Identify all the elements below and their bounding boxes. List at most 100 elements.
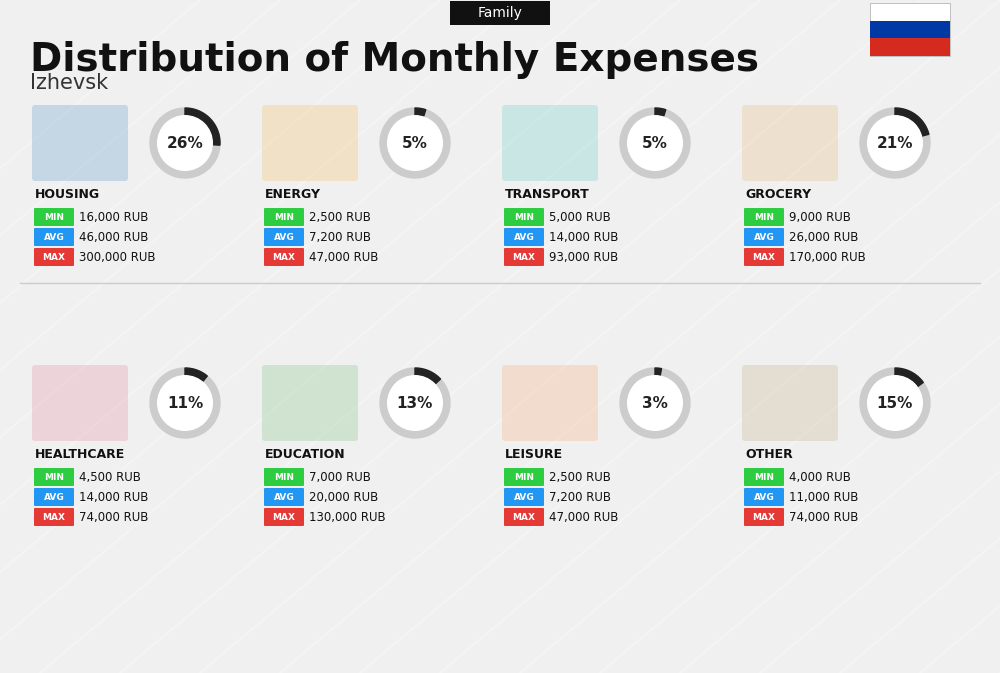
FancyBboxPatch shape — [870, 3, 950, 56]
Polygon shape — [185, 368, 207, 382]
FancyBboxPatch shape — [744, 468, 784, 486]
Polygon shape — [895, 108, 929, 136]
Text: MIN: MIN — [514, 213, 534, 221]
FancyBboxPatch shape — [264, 208, 304, 226]
Text: 4,500 RUB: 4,500 RUB — [79, 470, 141, 483]
Text: 47,000 RUB: 47,000 RUB — [549, 511, 618, 524]
FancyBboxPatch shape — [744, 508, 784, 526]
FancyBboxPatch shape — [502, 365, 598, 441]
Circle shape — [868, 116, 922, 170]
FancyBboxPatch shape — [264, 248, 304, 266]
Text: AVG: AVG — [274, 232, 294, 242]
FancyBboxPatch shape — [34, 228, 74, 246]
FancyBboxPatch shape — [450, 1, 550, 25]
Text: TRANSPORT: TRANSPORT — [505, 188, 590, 201]
FancyBboxPatch shape — [32, 365, 128, 441]
Text: AVG: AVG — [754, 493, 774, 501]
Text: 2,500 RUB: 2,500 RUB — [549, 470, 611, 483]
Text: 46,000 RUB: 46,000 RUB — [79, 230, 148, 244]
Polygon shape — [620, 368, 690, 438]
FancyBboxPatch shape — [870, 38, 950, 56]
Text: MIN: MIN — [44, 472, 64, 481]
FancyBboxPatch shape — [32, 105, 128, 181]
Polygon shape — [380, 108, 450, 178]
Text: MIN: MIN — [754, 472, 774, 481]
Text: 5%: 5% — [402, 135, 428, 151]
Text: 3%: 3% — [642, 396, 668, 411]
Text: 74,000 RUB: 74,000 RUB — [79, 511, 148, 524]
Polygon shape — [150, 108, 220, 178]
Text: MAX: MAX — [42, 513, 66, 522]
FancyBboxPatch shape — [264, 508, 304, 526]
Circle shape — [628, 376, 682, 430]
FancyBboxPatch shape — [264, 228, 304, 246]
FancyBboxPatch shape — [262, 105, 358, 181]
Text: AVG: AVG — [514, 493, 534, 501]
Text: MAX: MAX — [753, 252, 776, 262]
FancyBboxPatch shape — [742, 105, 838, 181]
Text: 16,000 RUB: 16,000 RUB — [79, 211, 148, 223]
Text: Izhevsk: Izhevsk — [30, 73, 108, 93]
Text: HEALTHCARE: HEALTHCARE — [35, 448, 125, 462]
Text: 130,000 RUB: 130,000 RUB — [309, 511, 386, 524]
FancyBboxPatch shape — [34, 508, 74, 526]
Polygon shape — [415, 368, 441, 384]
Text: 26%: 26% — [167, 135, 203, 151]
Circle shape — [158, 116, 212, 170]
Text: 47,000 RUB: 47,000 RUB — [309, 250, 378, 264]
Text: LEISURE: LEISURE — [505, 448, 563, 462]
FancyBboxPatch shape — [262, 365, 358, 441]
FancyBboxPatch shape — [504, 508, 544, 526]
Text: 170,000 RUB: 170,000 RUB — [789, 250, 866, 264]
Text: MIN: MIN — [754, 213, 774, 221]
Text: 93,000 RUB: 93,000 RUB — [549, 250, 618, 264]
FancyBboxPatch shape — [744, 488, 784, 506]
FancyBboxPatch shape — [504, 468, 544, 486]
Polygon shape — [380, 368, 450, 438]
Text: GROCERY: GROCERY — [745, 188, 811, 201]
Text: AVG: AVG — [44, 232, 64, 242]
Text: AVG: AVG — [274, 493, 294, 501]
Circle shape — [628, 116, 682, 170]
FancyBboxPatch shape — [504, 228, 544, 246]
Text: 14,000 RUB: 14,000 RUB — [549, 230, 618, 244]
Text: Distribution of Monthly Expenses: Distribution of Monthly Expenses — [30, 41, 759, 79]
Text: 4,000 RUB: 4,000 RUB — [789, 470, 851, 483]
Circle shape — [868, 376, 922, 430]
Text: 300,000 RUB: 300,000 RUB — [79, 250, 156, 264]
Polygon shape — [415, 108, 426, 117]
FancyBboxPatch shape — [34, 488, 74, 506]
Text: AVG: AVG — [754, 232, 774, 242]
Text: 7,200 RUB: 7,200 RUB — [309, 230, 371, 244]
Text: 15%: 15% — [877, 396, 913, 411]
Polygon shape — [150, 368, 220, 438]
FancyBboxPatch shape — [504, 248, 544, 266]
Text: AVG: AVG — [44, 493, 64, 501]
Text: Family: Family — [478, 6, 522, 20]
Circle shape — [388, 116, 442, 170]
FancyBboxPatch shape — [264, 468, 304, 486]
Text: MIN: MIN — [514, 472, 534, 481]
Text: 5,000 RUB: 5,000 RUB — [549, 211, 611, 223]
Text: 11,000 RUB: 11,000 RUB — [789, 491, 858, 503]
Circle shape — [158, 376, 212, 430]
Text: 5%: 5% — [642, 135, 668, 151]
Text: MAX: MAX — [512, 513, 536, 522]
Text: 13%: 13% — [397, 396, 433, 411]
FancyBboxPatch shape — [34, 468, 74, 486]
FancyBboxPatch shape — [34, 248, 74, 266]
Text: 7,200 RUB: 7,200 RUB — [549, 491, 611, 503]
Text: ENERGY: ENERGY — [265, 188, 321, 201]
Text: MAX: MAX — [272, 513, 296, 522]
Polygon shape — [655, 368, 662, 376]
FancyBboxPatch shape — [742, 365, 838, 441]
Polygon shape — [620, 108, 690, 178]
Text: 21%: 21% — [877, 135, 913, 151]
Text: OTHER: OTHER — [745, 448, 793, 462]
Text: 14,000 RUB: 14,000 RUB — [79, 491, 148, 503]
Text: 11%: 11% — [167, 396, 203, 411]
Text: MAX: MAX — [42, 252, 66, 262]
Text: 2,500 RUB: 2,500 RUB — [309, 211, 371, 223]
Circle shape — [388, 376, 442, 430]
Text: AVG: AVG — [514, 232, 534, 242]
